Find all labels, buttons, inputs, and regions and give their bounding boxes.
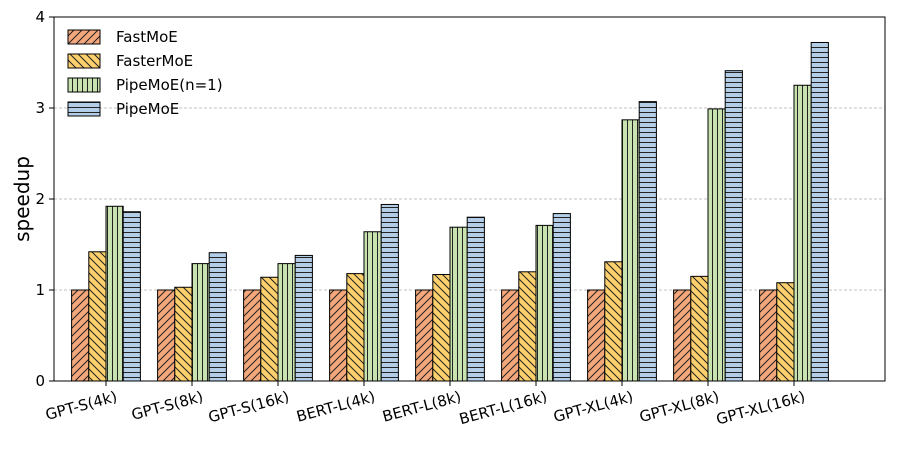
bar-fastermoe-6 [604, 261, 623, 382]
y-axis-label: speedup [10, 156, 34, 242]
bar-pipemoe-0 [122, 211, 141, 382]
y-tick-label: 1 [35, 281, 45, 299]
bar-fastermoe-4 [432, 274, 451, 382]
bar-pipemoe-n-1--3 [363, 231, 382, 382]
bar-fastmoe-3 [329, 289, 348, 382]
bar-fastermoe-5 [518, 271, 537, 382]
bar-fastmoe-7 [673, 289, 692, 382]
y-tick-label: 0 [35, 372, 45, 390]
legend-label: FastMoE [116, 28, 178, 46]
bar-fastmoe-5 [501, 289, 520, 382]
legend-label: FasterMoE [116, 52, 193, 70]
x-tick-label: BERT-L(16k) [457, 387, 549, 428]
bar-pipemoe-n-1--1 [191, 263, 210, 382]
bar-pipemoe-n-1--5 [535, 224, 554, 382]
bar-fastmoe-8 [759, 289, 778, 382]
bar-pipemoe-n-1--0 [105, 205, 124, 382]
x-tick-label: GPT-XL(4k) [551, 387, 635, 426]
legend-swatch [67, 53, 101, 69]
x-tick-label: BERT-L(4k) [295, 387, 378, 425]
bar-pipemoe-1 [208, 252, 227, 382]
bar-pipemoe-n-1--4 [449, 226, 468, 382]
y-tick-label: 4 [35, 8, 45, 26]
legend-label: PipeMoE [116, 100, 179, 118]
bar-fastmoe-2 [243, 289, 262, 382]
x-axis: GPT-S(4k) GPT-S(8k) GPT-S(16k) BERT-L(4k) BE… [44, 381, 807, 428]
y-tick-label: 3 [35, 99, 45, 117]
legend-swatch [67, 77, 101, 93]
bar-fastermoe-0 [88, 251, 107, 382]
bar-fastmoe-0 [71, 289, 90, 382]
y-axis: 0 1 2 3 4 [35, 8, 54, 390]
bar-pipemoe-5 [552, 213, 571, 382]
bar-fastermoe-8 [776, 282, 795, 382]
bar-pipemoe-4 [466, 216, 485, 382]
x-tick-label: GPT-S(16k) [206, 387, 291, 426]
bar-pipemoe-3 [380, 203, 399, 382]
legend-swatch [67, 29, 101, 45]
bar-pipemoe-n-1--7 [707, 108, 726, 382]
bar-fastmoe-4 [415, 289, 434, 382]
bar-pipemoe-n-1--2 [277, 263, 296, 382]
legend-swatch [67, 101, 101, 117]
bar-fastermoe-1 [174, 286, 193, 382]
x-tick-label: GPT-XL(16k) [714, 387, 807, 428]
bar-fastermoe-2 [260, 276, 279, 382]
x-tick-label: GPT-S(8k) [130, 387, 205, 423]
bar-pipemoe-2 [294, 254, 313, 382]
bar-pipemoe-6 [638, 101, 657, 382]
bar-pipemoe-8 [810, 41, 829, 382]
x-tick-label: BERT-L(8k) [381, 387, 464, 425]
legend: FastMoE FasterMoE PipeMoE(n=1) PipeMoE [67, 28, 223, 118]
bar-pipemoe-n-1--6 [621, 119, 640, 382]
bar-pipemoe-n-1--8 [793, 84, 812, 382]
legend-label: PipeMoE(n=1) [116, 76, 223, 94]
bar-pipemoe-7 [724, 70, 743, 382]
x-tick-label: GPT-S(4k) [44, 387, 119, 423]
bar-fastmoe-6 [587, 289, 606, 382]
bar-fastermoe-7 [690, 275, 709, 382]
y-tick-label: 2 [35, 190, 45, 208]
bar-fastermoe-3 [346, 273, 365, 382]
x-tick-label: GPT-XL(8k) [637, 387, 721, 426]
bar-fastmoe-1 [157, 289, 176, 382]
